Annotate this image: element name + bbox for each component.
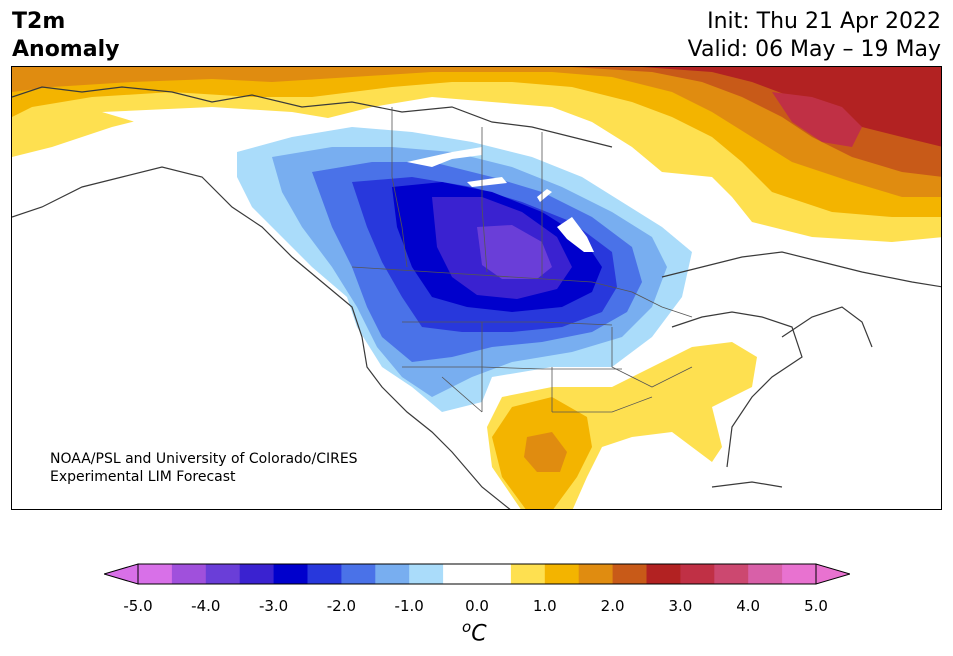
colorbar-cell <box>443 564 478 584</box>
coastlines <box>12 86 941 509</box>
colorbar-cell <box>375 564 410 584</box>
colorbar-outline <box>137 563 817 585</box>
colorbar-cell <box>409 564 444 584</box>
colorbar-tick-label: 0.0 <box>465 597 489 615</box>
colorbar-cells <box>138 564 817 584</box>
lake-athabasca <box>537 189 552 202</box>
colorbar-min-arrow <box>104 563 139 585</box>
colorbar-cell <box>138 564 173 584</box>
credit-line-2: Experimental LIM Forecast <box>50 469 236 485</box>
unit-superscript: o <box>462 618 472 636</box>
warm-anomaly-north-3-5c <box>642 67 941 147</box>
map-canvas <box>12 67 941 509</box>
colorbar-tick-label: -1.0 <box>394 597 424 615</box>
colorbar-tick-label: -3.0 <box>258 597 289 615</box>
map-title: T2m Anomaly <box>12 8 119 64</box>
colorbar-cell <box>680 564 715 584</box>
colorbar-cell <box>714 564 749 584</box>
lake-winnipeg <box>557 217 594 252</box>
colorbar-cell <box>307 564 342 584</box>
title-line-2: Anomaly <box>12 37 120 62</box>
unit-letter: C <box>471 621 487 647</box>
colorbar-cell <box>477 564 512 584</box>
init-date: Init: Thu 21 Apr 2022 <box>707 9 941 34</box>
colorbar-unit: oC <box>462 618 487 646</box>
anomaly-map: NOAA/PSL and University of Colorado/CIRE… <box>11 66 942 510</box>
colorbar-tick-label: 2.0 <box>600 597 625 615</box>
colorbar <box>104 563 850 585</box>
colorbar-tick-label: -5.0 <box>123 597 153 615</box>
colorbar-cell <box>510 564 546 584</box>
colorbar-cell <box>273 564 308 584</box>
colorbar-tick-label: -4.0 <box>191 597 221 615</box>
forecast-info: Init: Thu 21 Apr 2022 Valid: 06 May – 19… <box>688 8 941 64</box>
warm-anomaly-north-4c <box>772 92 862 147</box>
great-slave-lake <box>467 177 507 187</box>
cold-anomaly-3-5c <box>477 225 552 279</box>
political-borders <box>351 107 693 413</box>
colorbar-tick-label: 4.0 <box>736 597 761 615</box>
colorbar-cell <box>205 564 241 584</box>
colorbar-cell <box>171 564 207 584</box>
great-bear-lake <box>407 147 482 167</box>
warm-anomaly-south-2-5c <box>524 432 567 472</box>
warm-anomaly-north-2-5c <box>12 67 941 197</box>
colorbar-cell <box>612 564 647 584</box>
neutral-region-canada <box>102 107 742 317</box>
colorbar-max-arrow <box>815 563 850 585</box>
credit-text: NOAA/PSL and University of Colorado/CIRE… <box>50 450 358 486</box>
title-line-1: T2m <box>12 9 66 34</box>
colorbar-tick-label: 5.0 <box>804 597 828 615</box>
colorbar-tick-label: 1.0 <box>532 597 557 615</box>
colorbar-cell <box>748 564 783 584</box>
colorbar-tick-label: -2.0 <box>326 597 357 615</box>
credit-line-1: NOAA/PSL and University of Colorado/CIRE… <box>50 451 358 467</box>
colorbar-tick-label: 3.0 <box>668 597 693 615</box>
colorbar-cell <box>578 564 614 584</box>
valid-period: Valid: 06 May – 19 May <box>687 37 941 62</box>
colorbar-cell <box>646 564 681 584</box>
colorbar-cell <box>782 564 817 584</box>
colorbar-cell <box>341 564 376 584</box>
colorbar-cell <box>544 564 580 584</box>
colorbar-cell <box>239 564 275 584</box>
